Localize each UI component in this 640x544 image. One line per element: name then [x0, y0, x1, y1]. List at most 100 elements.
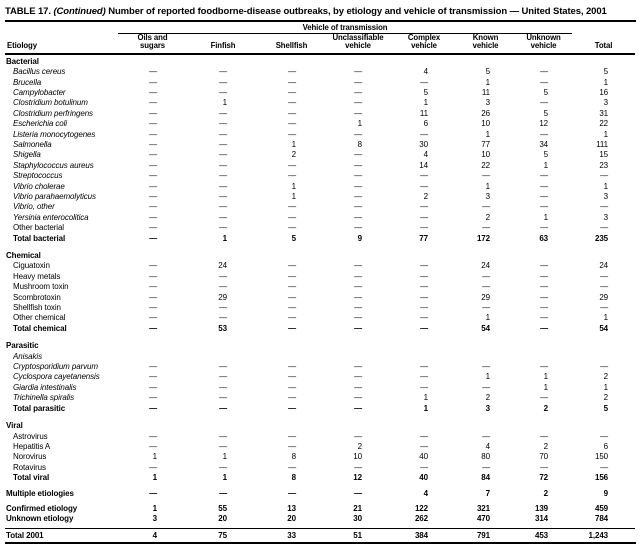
- etiology-label: Streptococcus: [13, 171, 63, 181]
- value-cell: 111: [596, 139, 609, 149]
- value-cell: 77: [481, 139, 490, 149]
- value-cell: —: [354, 150, 362, 160]
- value-cell: —: [288, 160, 296, 170]
- value-cell: 1: [291, 139, 296, 149]
- value-cell: 3: [152, 514, 157, 524]
- section-header-label: Chemical: [6, 251, 41, 260]
- value-cell: —: [540, 181, 549, 191]
- table-row: Giardia intestinalis — — — — — — 1 1: [5, 383, 635, 393]
- value-cell: —: [219, 171, 227, 181]
- value-cell: 24: [481, 261, 490, 271]
- etiology-label: Yersinia enterocolitica: [13, 212, 89, 222]
- value-cell: —: [354, 282, 362, 292]
- vehicle-of-transmission-spanner: Vehicle of transmission: [118, 22, 573, 34]
- value-cell: —: [288, 261, 296, 271]
- value-cell: —: [540, 98, 549, 108]
- etiology-label: Escherichia coli: [13, 119, 67, 129]
- value-cell: 24: [599, 261, 609, 271]
- value-cell: 3: [603, 191, 609, 201]
- etiology-label: Shigella: [13, 150, 41, 160]
- value-cell: 11: [481, 87, 490, 97]
- value-cell: 1: [485, 181, 490, 191]
- value-cell: 2: [357, 441, 362, 451]
- etiology-label: Total 2001: [5, 528, 118, 542]
- value-cell: —: [600, 202, 609, 212]
- value-cell: 1: [152, 473, 157, 483]
- value-cell: 12: [353, 473, 362, 483]
- etiology-label: Cyclospora cayetanensis: [13, 372, 100, 382]
- value-cell: 453: [515, 528, 573, 542]
- value-cell: 1: [222, 233, 227, 243]
- value-cell: 29: [218, 292, 227, 302]
- value-cell: —: [420, 382, 428, 392]
- value-cell: 1: [543, 212, 549, 222]
- value-cell: 3: [485, 403, 490, 413]
- value-cell: —: [540, 202, 549, 212]
- value-cell: 791: [456, 528, 515, 542]
- value-cell: —: [219, 393, 227, 403]
- value-cell: —: [149, 323, 157, 333]
- value-cell: 10: [353, 452, 362, 462]
- value-cell: —: [354, 98, 362, 108]
- etiology-label: Heavy metals: [13, 271, 61, 281]
- value-cell: 5: [543, 150, 549, 160]
- spanner-spacer-left: [5, 23, 118, 34]
- value-cell: —: [219, 431, 227, 441]
- value-cell: —: [149, 403, 157, 413]
- value-cell: —: [219, 271, 227, 281]
- etiology-label: Clostridium perfringens: [13, 108, 93, 118]
- value-cell: —: [540, 191, 549, 201]
- value-cell: 12: [539, 119, 549, 129]
- value-cell: 1: [423, 393, 428, 403]
- value-cell: —: [420, 313, 428, 323]
- value-cell: —: [540, 282, 549, 292]
- value-cell: 34: [539, 139, 549, 149]
- table-row: Vibrio cholerae — — 1 — — 1 — 1: [5, 182, 635, 192]
- table-title: TABLE 17. (Continued) Number of reported…: [5, 6, 637, 18]
- value-cell: 10: [481, 119, 490, 129]
- value-cell: 20: [287, 514, 296, 524]
- table-row: Total parasitic — — — — 1 3 2 5: [5, 404, 635, 414]
- value-cell: [187, 352, 259, 362]
- value-cell: 1: [603, 313, 609, 323]
- value-cell: —: [149, 261, 157, 271]
- value-cell: 21: [353, 503, 362, 513]
- value-cell: —: [354, 171, 362, 181]
- value-cell: —: [149, 488, 157, 498]
- etiology-label: Scombrotoxin: [13, 292, 61, 302]
- value-cell: 470: [476, 514, 490, 524]
- value-cell: [392, 352, 456, 362]
- value-cell: 4: [423, 67, 428, 77]
- value-cell: [456, 352, 515, 362]
- value-cell: —: [354, 191, 362, 201]
- etiology-label: Other bacterial: [13, 223, 64, 233]
- value-cell: —: [482, 282, 490, 292]
- value-cell: —: [288, 303, 296, 313]
- value-cell: 10: [481, 150, 490, 160]
- table-row: Shigella — — 2 — 4 10 5 15: [5, 150, 635, 160]
- value-cell: 5: [423, 87, 428, 97]
- value-cell: —: [288, 271, 296, 281]
- value-cell: —: [600, 171, 609, 181]
- value-cell: 1: [423, 98, 428, 108]
- value-cell: 8: [291, 452, 296, 462]
- value-cell: —: [149, 282, 157, 292]
- value-cell: 3: [485, 191, 490, 201]
- value-cell: —: [354, 181, 362, 191]
- value-cell: —: [354, 292, 362, 302]
- table-title-continued: (Continued): [53, 6, 106, 17]
- table-row: Escherichia coli — — — 1 6 10 12 22: [5, 119, 635, 129]
- value-cell: 55: [218, 503, 227, 513]
- value-cell: —: [420, 303, 428, 313]
- table-row: Total chemical — 53 — — — 54 — 54: [5, 324, 635, 334]
- value-cell: 4: [423, 488, 428, 498]
- value-cell: —: [219, 403, 227, 413]
- col-header-complex-vehicle: Complex vehicle: [392, 33, 456, 55]
- section-header-label: Bacterial: [6, 56, 39, 66]
- value-cell: —: [354, 261, 362, 271]
- value-cell: —: [482, 271, 490, 281]
- table-row: Anisakis: [5, 352, 635, 362]
- value-cell: —: [482, 171, 490, 181]
- value-cell: —: [482, 223, 490, 233]
- etiology-label: Confirmed etiology: [6, 503, 78, 513]
